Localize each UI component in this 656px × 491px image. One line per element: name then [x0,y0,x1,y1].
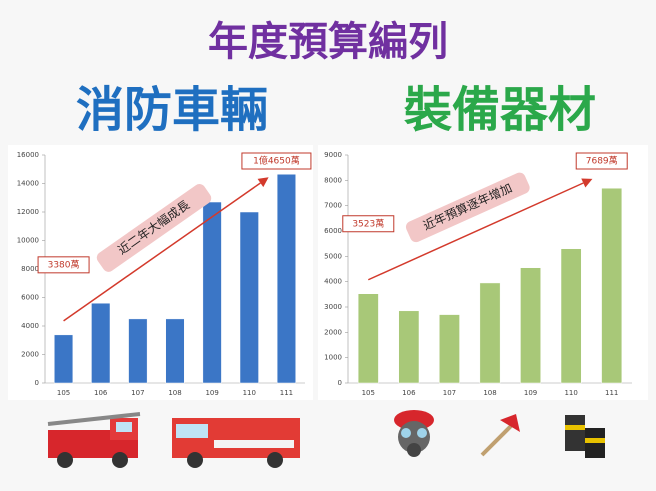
bar [239,211,259,384]
chart-title: 消防車輛 [76,82,268,138]
y-tick-label: 14000 [17,180,39,188]
x-tick-label: 109 [205,389,218,397]
main-title: 年度預算編列 [208,19,448,65]
bar [91,302,111,384]
y-tick-label: 9000 [324,151,342,159]
y-tick-label: 3000 [324,303,342,311]
bar [601,187,623,384]
bar [560,248,582,384]
arrow-head [257,177,269,188]
y-tick-label: 6000 [21,294,39,302]
value-label: 3523萬 [352,217,384,229]
y-tick-label: 5000 [324,252,342,260]
y-tick-label: 8000 [21,265,39,273]
bar [54,334,74,384]
y-tick-label: 2000 [21,351,39,359]
bar [398,310,420,384]
y-tick-label: 8000 [324,176,342,184]
value-label: 7689萬 [586,155,618,167]
value-label-box [575,152,628,170]
bar [357,293,379,384]
bar [479,282,501,384]
x-tick-label: 110 [243,389,256,397]
fire-engine-icon [172,418,300,468]
axe-icon [480,414,520,457]
bar [202,201,222,384]
trend-arrow [367,182,584,281]
chart-title: 裝備器材 [404,82,596,138]
y-tick-label: 16000 [17,151,39,159]
x-tick-label: 106 [402,389,416,397]
y-tick-label: 0 [35,379,39,387]
value-label-box [342,215,395,233]
y-tick-label: 4000 [324,278,342,286]
y-tick-label: 7000 [324,202,342,210]
boots-icon [565,415,605,458]
arrow-head [581,178,593,188]
y-tick-label: 4000 [21,322,39,330]
x-tick-label: 109 [524,389,537,397]
bar [128,318,148,384]
bar [276,173,296,384]
value-label: 3380萬 [48,258,80,270]
x-tick-label: 110 [564,389,577,397]
x-tick-label: 107 [443,389,456,397]
bar [165,318,185,384]
annotation-ribbon [96,183,212,272]
y-tick-label: 12000 [17,208,39,216]
y-tick-label: 0 [338,379,342,387]
value-label-box [241,152,312,170]
fire-truck-icon [47,412,141,468]
y-tick-label: 10000 [17,237,39,245]
x-tick-label: 111 [280,389,293,397]
x-tick-label: 107 [131,389,144,397]
y-tick-label: 6000 [324,227,342,235]
annotation-ribbon [405,172,530,243]
trend-arrow [63,182,261,322]
y-tick-label: 1000 [324,354,342,362]
bar [520,267,541,384]
gas-mask-icon [394,410,434,457]
bar [439,314,460,384]
y-tick-label: 2000 [324,328,342,336]
x-tick-label: 106 [94,389,108,397]
x-tick-label: 108 [483,389,496,397]
x-tick-label: 111 [605,389,618,397]
value-label: 1億4650萬 [253,155,300,167]
x-tick-label: 105 [362,389,375,397]
x-tick-label: 105 [57,389,70,397]
x-tick-label: 108 [168,389,181,397]
value-label-box [37,256,90,274]
